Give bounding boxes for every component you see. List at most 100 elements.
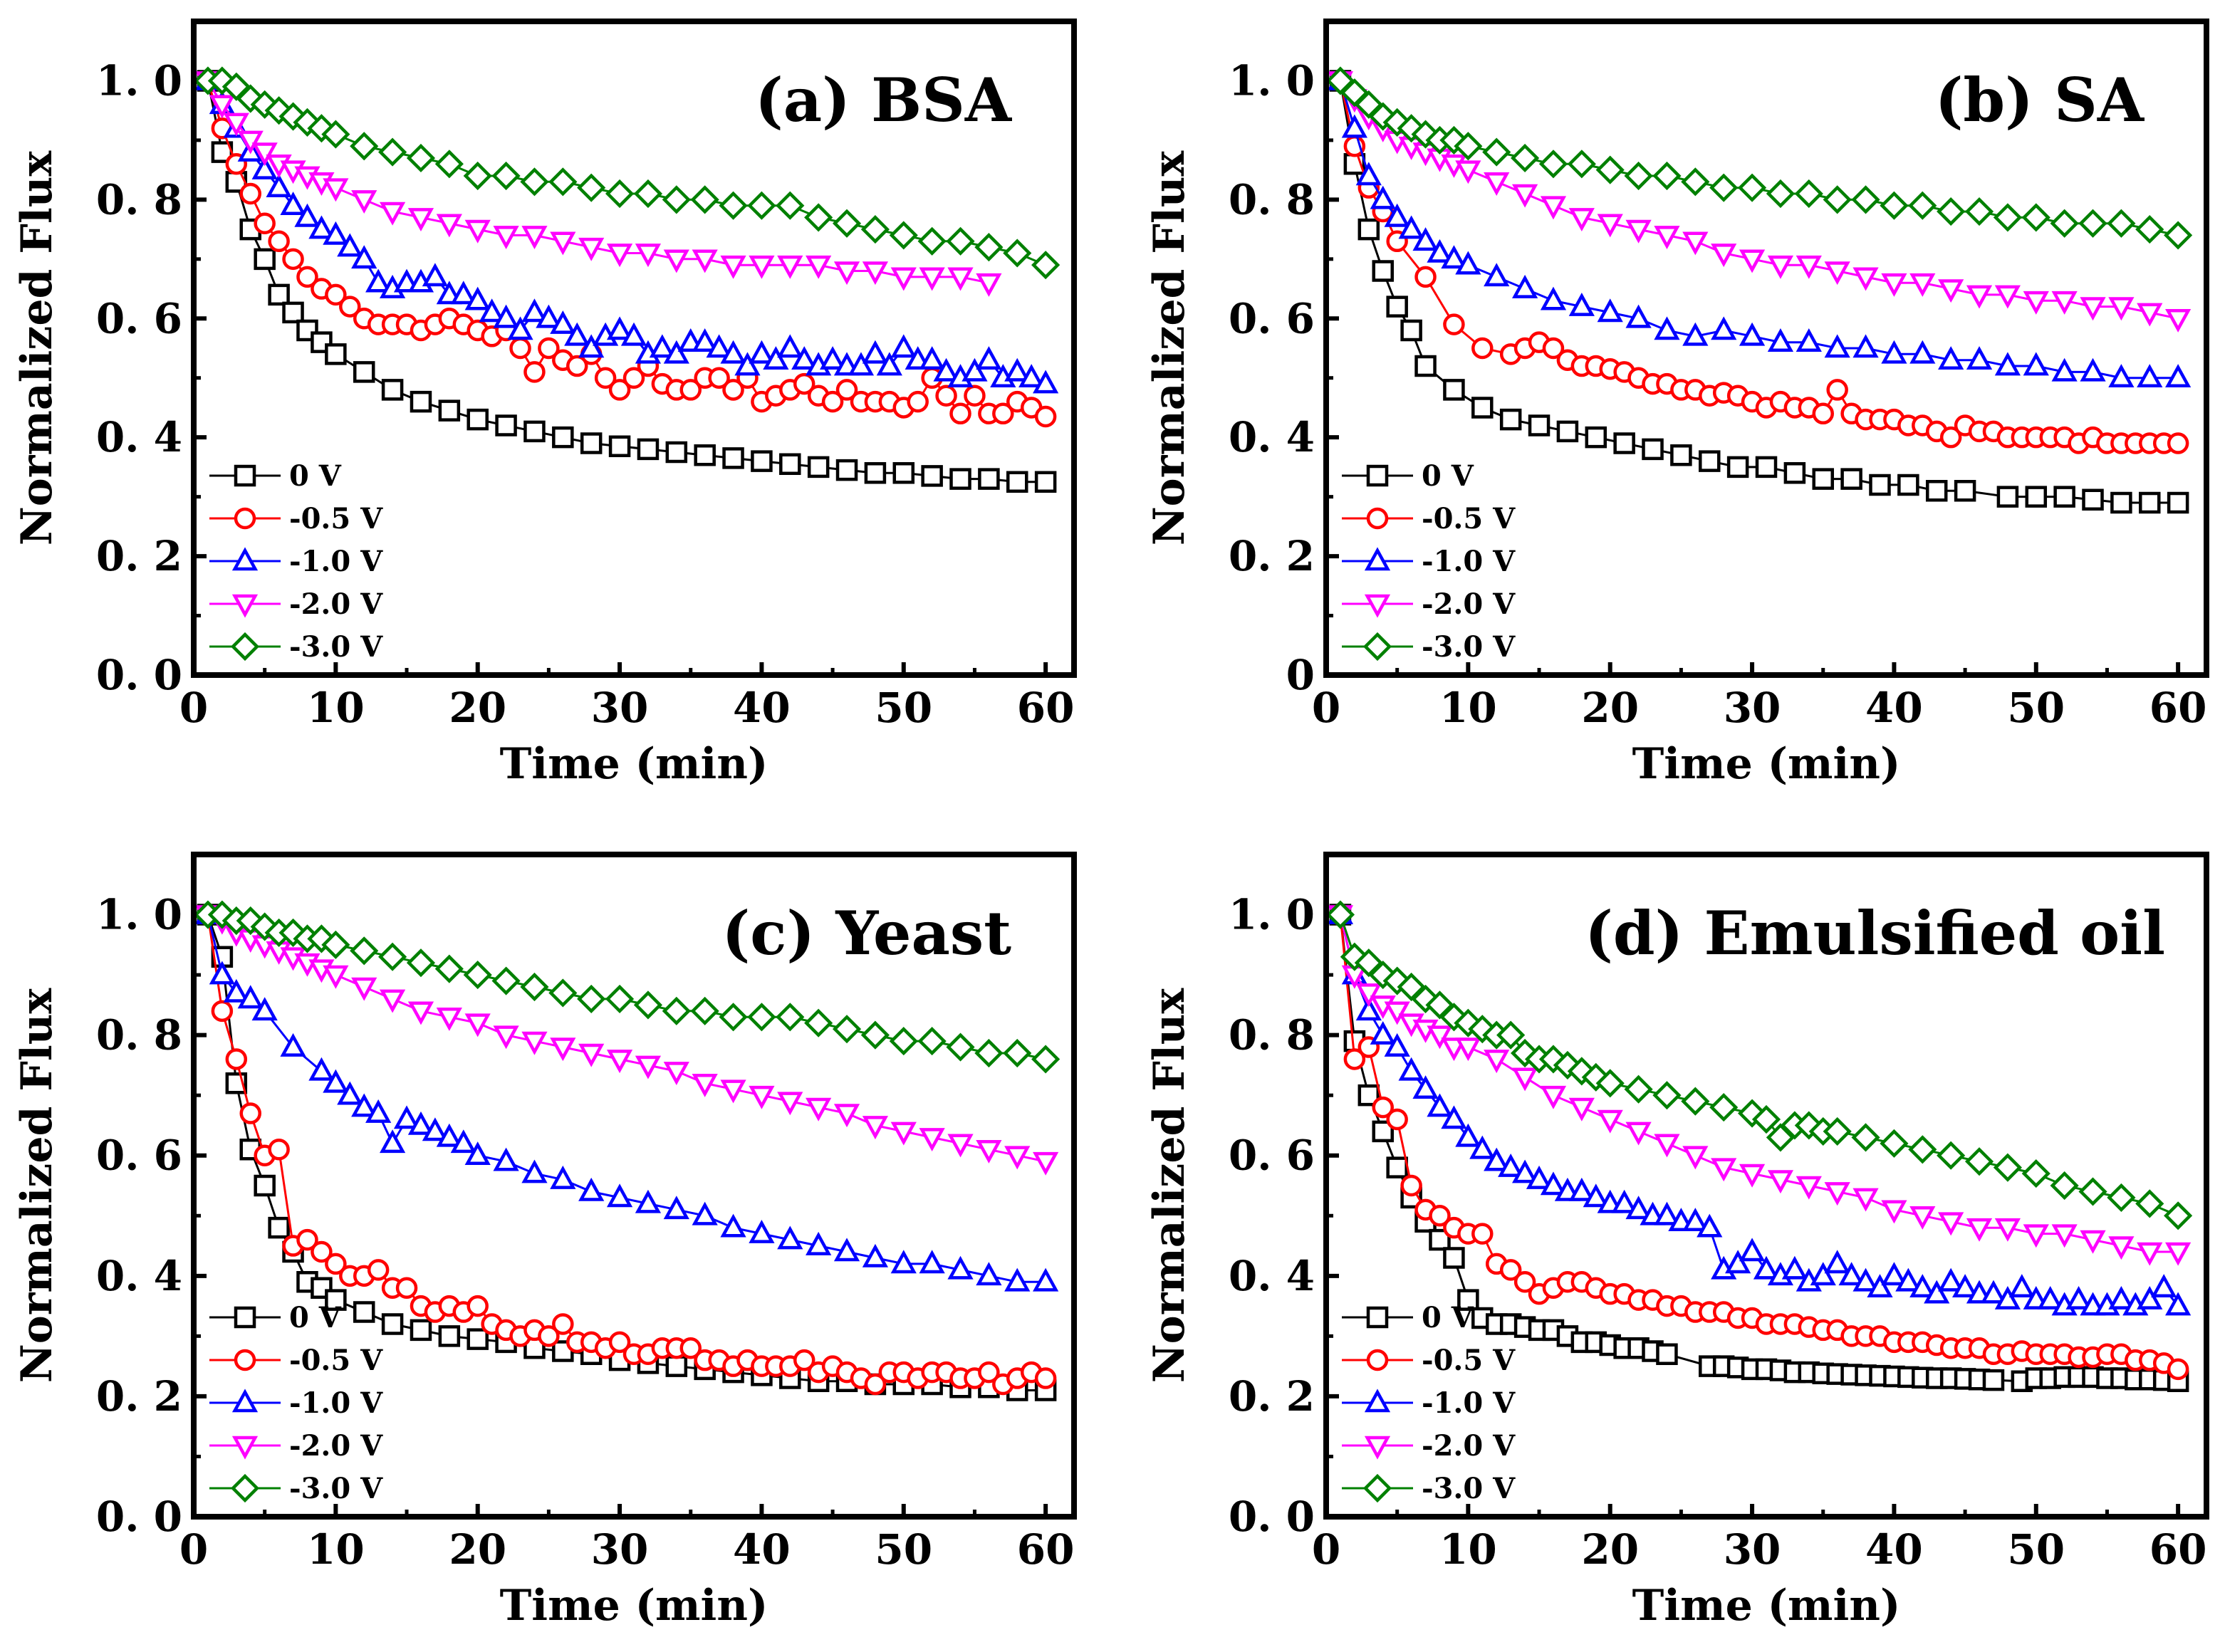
y-tick-label: 0 (1286, 651, 1315, 699)
legend-marker (1364, 594, 1391, 618)
data-point (268, 1216, 290, 1239)
data-point (1625, 219, 1652, 244)
data-point (209, 961, 235, 985)
data-point (379, 1129, 406, 1154)
data-point (690, 185, 719, 214)
data-point (580, 432, 603, 454)
data-point (2151, 1274, 2177, 1298)
data-point (552, 426, 574, 449)
data-point (890, 1250, 917, 1274)
data-point (665, 1355, 688, 1377)
data-point (350, 936, 379, 966)
x-tick-label: 30 (1724, 1525, 1781, 1574)
data-point (536, 304, 562, 328)
data-point (493, 226, 519, 250)
data-point (946, 1032, 975, 1062)
data-point (493, 304, 519, 328)
data-point (422, 1117, 449, 1141)
data-point (1427, 1025, 1453, 1050)
data-point (1954, 480, 1976, 502)
data-point (848, 352, 875, 376)
data-point (2080, 1230, 2106, 1254)
data-point (833, 1238, 860, 1262)
legend-marker (234, 464, 256, 487)
legend-label: 0 V (289, 459, 342, 493)
legend: 0 V -0.5 V -1.0 V -2.0 V -3.0 V (1342, 459, 1516, 664)
data-point (1443, 379, 1465, 401)
x-axis-title: Time (min) (1632, 739, 1901, 789)
y-tick-label: 0. 6 (96, 294, 182, 343)
data-point (807, 456, 830, 479)
legend-marker (1364, 1389, 1391, 1413)
data-point (1384, 203, 1410, 227)
data-point (1511, 1067, 1538, 1092)
data-point (406, 948, 436, 978)
legend-label: -1.0 V (289, 545, 383, 578)
data-point (1951, 1274, 1979, 1298)
x-tick-label: 40 (1865, 684, 1923, 732)
data-point (550, 1037, 576, 1062)
data-point (207, 66, 236, 95)
data-point (209, 95, 235, 119)
data-point (892, 462, 915, 484)
data-point (1824, 261, 1850, 286)
data-point (1538, 150, 1568, 179)
panel-title: (c) Yeast (721, 898, 1011, 968)
data-point (1540, 1085, 1567, 1109)
data-point (1838, 1262, 1865, 1286)
data-point (976, 346, 1002, 370)
data-point (1498, 1154, 1524, 1177)
data-point (2137, 1242, 2163, 1266)
data-point (777, 255, 803, 279)
data-point (1824, 1182, 1850, 1206)
data-point (1908, 1135, 1937, 1164)
data-point (665, 441, 688, 464)
data-point (1682, 322, 1709, 346)
series-10V-line (1327, 66, 2192, 388)
x-tick-label: 10 (307, 1525, 365, 1574)
data-point (2139, 491, 2161, 514)
data-point (708, 367, 730, 390)
data-point (1414, 355, 1437, 377)
data-point (1810, 1262, 1836, 1286)
legend-marker (234, 507, 256, 530)
data-point (1925, 480, 1948, 502)
data-point (692, 1073, 718, 1097)
data-point (1996, 486, 2019, 508)
data-point (1852, 334, 1879, 358)
data-point (1034, 405, 1057, 428)
data-point (491, 161, 521, 191)
data-point (2051, 357, 2078, 382)
y-tick-label: 0. 4 (96, 1252, 182, 1300)
data-point (1994, 1286, 2021, 1309)
data-point (864, 462, 887, 484)
data-point (1739, 322, 1766, 346)
data-point (793, 372, 815, 395)
data-point (1897, 474, 1919, 496)
data-point (749, 1085, 775, 1109)
x-tick-label: 40 (733, 684, 791, 732)
legend-label: -0.5 V (1422, 502, 1516, 535)
data-point (1597, 298, 1623, 323)
data-point (521, 298, 548, 323)
data-point (1382, 966, 1412, 995)
data-point (2080, 357, 2106, 382)
y-tick-label: 0. 2 (96, 1372, 182, 1421)
data-point (337, 1081, 363, 1105)
data-point (237, 985, 264, 1009)
data-point (620, 322, 647, 346)
data-point (992, 402, 1014, 425)
data-point (1429, 1205, 1451, 1227)
data-point (1852, 1267, 1879, 1292)
y-tick-label: 0. 8 (1229, 1011, 1315, 1060)
data-point (1867, 1274, 1893, 1298)
data-point (1924, 1280, 1950, 1304)
data-point (436, 214, 462, 238)
data-point (1542, 337, 1565, 360)
legend-marker (231, 594, 259, 618)
data-point (1709, 1093, 1739, 1122)
legend-marker (1364, 1436, 1391, 1460)
data-point (225, 1048, 248, 1070)
x-tick-label: 30 (591, 684, 649, 732)
